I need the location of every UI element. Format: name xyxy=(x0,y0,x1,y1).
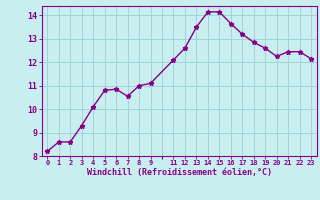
X-axis label: Windchill (Refroidissement éolien,°C): Windchill (Refroidissement éolien,°C) xyxy=(87,168,272,177)
